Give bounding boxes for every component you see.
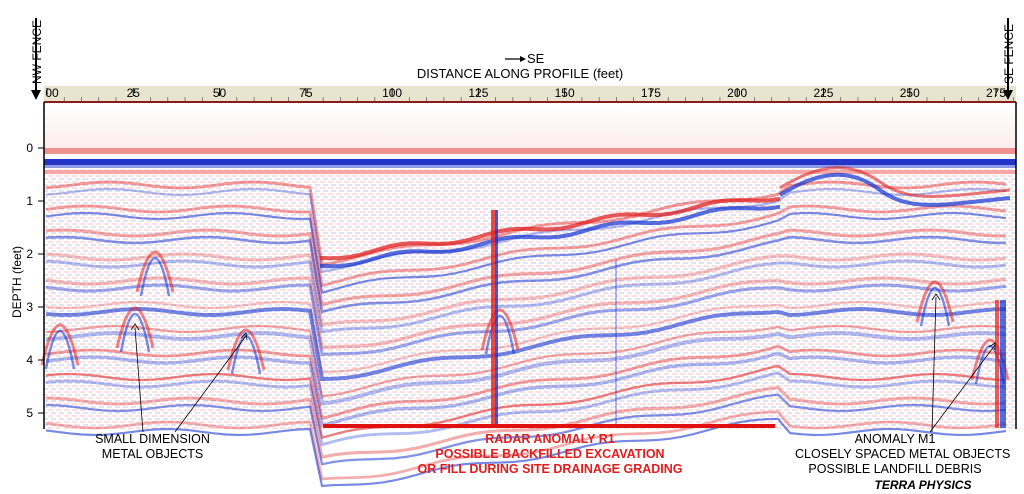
x-tick-label: 250 bbox=[900, 86, 920, 100]
nw-fence-label: NW FENCE bbox=[30, 20, 44, 84]
y-tick-label: 4 bbox=[26, 353, 33, 367]
x-tick-label: 150 bbox=[555, 86, 575, 100]
se-fence-marker bbox=[1003, 18, 1013, 100]
x-tick-label: 125 bbox=[468, 86, 488, 100]
y-axis-ticks: 0 1 2 3 4 5 bbox=[26, 141, 44, 420]
small-objects-caption: SMALL DIMENSION METAL OBJECTS bbox=[70, 432, 235, 462]
nw-fence-marker bbox=[31, 18, 41, 100]
y-tick-label: 2 bbox=[26, 247, 33, 261]
x-tick-label: 100 bbox=[382, 86, 402, 100]
small-objects-line-2: METAL OBJECTS bbox=[101, 447, 204, 461]
x-tick-label: 50 bbox=[213, 86, 227, 100]
x-axis-ticks: 00 25 50 75 100 125 150 175 200 225 250 275 bbox=[45, 86, 1014, 101]
small-objects-line-1: SMALL DIMENSION bbox=[95, 432, 210, 446]
radar-anomaly-line-3: OR FILL DURING SITE DRAINAGE GRADING bbox=[417, 462, 683, 476]
se-fence-label: SE FENCE bbox=[1002, 23, 1016, 84]
anomaly-m1-caption: ANOMALY M1 CLOSELY SPACED METAL OBJECTS … bbox=[795, 432, 1011, 477]
x-tick-label: 200 bbox=[727, 86, 747, 100]
x-tick-label: 00 bbox=[45, 86, 59, 100]
radar-anomaly-caption: RADAR ANOMALY R1 POSSIBLE BACKFILLED EXC… bbox=[380, 432, 720, 477]
y-tick-label: 5 bbox=[26, 406, 33, 420]
anomaly-m1-line-3: POSSIBLE LANDFILL DEBRIS bbox=[808, 462, 982, 476]
anomaly-m1-line-2: CLOSELY SPACED METAL OBJECTS bbox=[795, 447, 1011, 461]
distance-ruler bbox=[44, 86, 1016, 102]
radargram-panel bbox=[40, 104, 1016, 488]
y-tick-label: 0 bbox=[26, 141, 33, 155]
radar-anomaly-line-1: RADAR ANOMALY R1 bbox=[485, 432, 615, 446]
annotation-leaders bbox=[130, 293, 996, 433]
radar-anomaly-line-2: POSSIBLE BACKFILLED EXCAVATION bbox=[435, 447, 665, 461]
anomaly-m1-line-1: ANOMALY M1 bbox=[854, 432, 936, 446]
y-tick-label: 3 bbox=[26, 300, 33, 314]
credit-label: TERRA PHYSICS bbox=[874, 478, 972, 492]
y-axis-title: DEPTH (feet) bbox=[10, 245, 24, 318]
x-tick-label: 75 bbox=[299, 86, 313, 100]
direction-arrow-icon bbox=[505, 56, 526, 62]
radar-anomaly-r1-bar bbox=[323, 424, 776, 428]
x-tick-label: 175 bbox=[641, 86, 661, 100]
x-tick-label: 225 bbox=[813, 86, 833, 100]
x-tick-label: 275 bbox=[986, 86, 1006, 100]
y-tick-label: 1 bbox=[26, 194, 33, 208]
x-tick-label: 25 bbox=[127, 86, 141, 100]
direction-label: SE bbox=[527, 51, 545, 66]
x-axis-title: DISTANCE ALONG PROFILE (feet) bbox=[416, 66, 624, 81]
